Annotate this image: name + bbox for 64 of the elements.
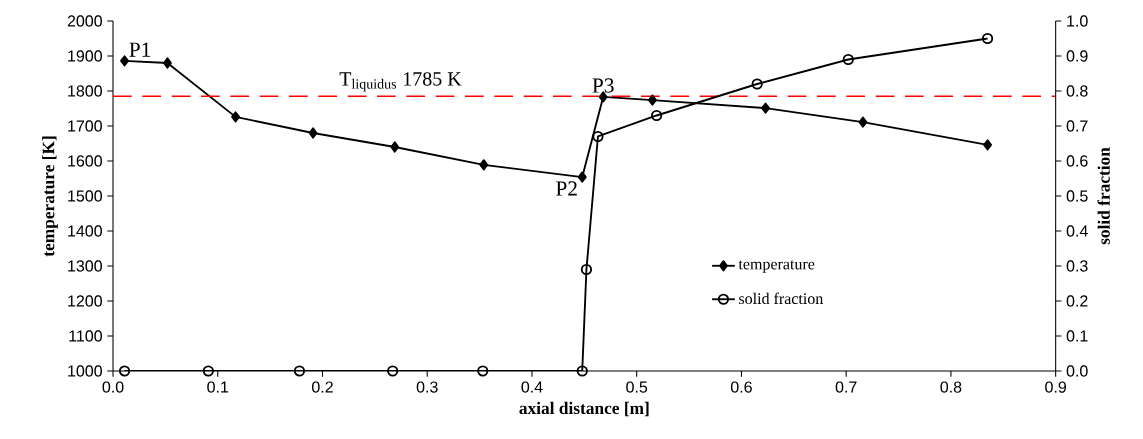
y2-axis-title: solid fraction (1097, 147, 1110, 245)
point (120, 55, 129, 67)
y2-tick-label: 0.4 (1066, 225, 1088, 237)
point (580, 263, 593, 276)
point (651, 109, 663, 122)
x-tick-label: 0.5 (626, 381, 648, 393)
annotation: P2 (556, 181, 577, 196)
ref-line-label: T$_{liquidus}$ 1785 K (339, 72, 462, 92)
x-tick-label: 0.7 (835, 381, 857, 393)
y-tick-label: 1400 (68, 225, 102, 237)
point (163, 57, 172, 69)
point (981, 32, 994, 45)
y-tick-label: 1900 (68, 50, 102, 62)
point (842, 53, 854, 66)
annotation: P3 (592, 78, 614, 93)
y-tick-label: 2000 (67, 15, 102, 27)
point (761, 102, 770, 114)
point (293, 365, 306, 377)
point (751, 78, 763, 90)
y-tick-label: 1500 (68, 190, 102, 202)
point (647, 94, 657, 106)
point (577, 171, 587, 183)
point (202, 365, 214, 377)
y2-tick-label: 0.5 (1066, 190, 1088, 202)
point (479, 159, 489, 171)
point (592, 130, 604, 143)
y-tick-label: 1700 (68, 120, 102, 132)
x-axis-title: axial distance [m] (519, 401, 649, 417)
point (477, 365, 489, 377)
y2-tick-label: 0.7 (1066, 120, 1088, 132)
y-axis-title: temperature [K] (42, 136, 58, 257)
y-tick-label: 1800 (68, 85, 102, 97)
legend-label: temperature (738, 260, 815, 273)
y2-tick-label: 0.9 (1066, 50, 1088, 62)
y2-tick-label: 0.2 (1066, 295, 1088, 307)
y2-tick-label: 0.3 (1066, 260, 1088, 272)
x-tick-label: 0.9 (1045, 381, 1067, 393)
annotation: P1 (129, 42, 151, 57)
y2-tick-label: 1.0 (1067, 15, 1088, 27)
y2-tick-label: 0.6 (1066, 155, 1088, 167)
point (858, 116, 868, 128)
y-tick-label: 1200 (68, 295, 102, 307)
x-tick-label: 0.1 (207, 381, 229, 393)
y-tick-label: 1000 (68, 365, 102, 377)
point (118, 365, 131, 377)
legend-label: solid fraction (739, 292, 824, 305)
x-tick-label: 0.2 (312, 381, 333, 393)
point (387, 365, 399, 377)
y2-tick-label: 0.1 (1066, 330, 1088, 342)
y-tick-label: 1300 (68, 260, 102, 272)
x-tick-label: 0.0 (102, 381, 124, 393)
x-tick-label: 0.6 (730, 381, 752, 393)
x-tick-label: 0.4 (521, 381, 543, 393)
y2-tick-label: 0.8 (1066, 85, 1088, 97)
x-tick-label: 0.3 (416, 381, 438, 393)
point (576, 365, 588, 377)
point (231, 111, 240, 123)
point (308, 127, 318, 139)
point (390, 141, 400, 153)
y2-tick-label: 0.0 (1066, 365, 1088, 377)
y-tick-label: 1600 (68, 155, 102, 167)
point (983, 139, 993, 151)
y-tick-label: 1100 (69, 330, 102, 342)
x-tick-label: 0.8 (940, 381, 962, 393)
